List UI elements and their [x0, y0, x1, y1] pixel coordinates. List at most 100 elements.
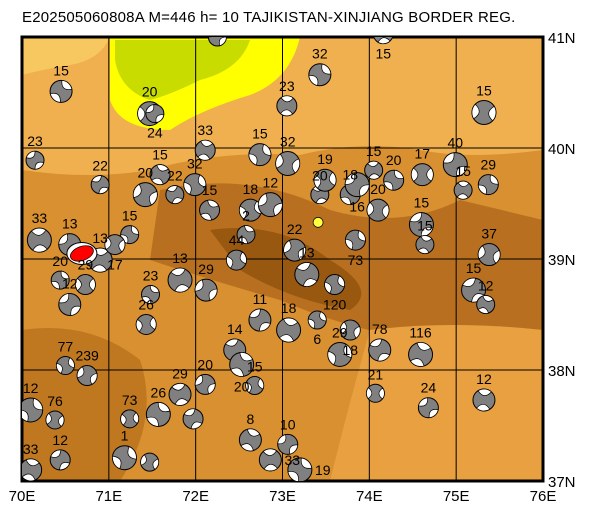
- focal-mechanism[interactable]: [373, 24, 394, 45]
- mechanism-label: 6: [313, 331, 321, 347]
- focal-mechanism[interactable]: [442, 152, 468, 178]
- focal-mechanism[interactable]: [55, 356, 75, 376]
- focal-mechanism[interactable]: [236, 225, 256, 245]
- focal-mechanism[interactable]: [49, 449, 71, 471]
- focal-mechanism[interactable]: [408, 341, 434, 367]
- mechanism-label: 33: [197, 122, 213, 138]
- focal-mechanism[interactable]: [344, 229, 366, 251]
- mechanism-label: 12: [476, 371, 492, 387]
- focal-mechanism[interactable]: [365, 383, 385, 403]
- focal-mechanism[interactable]: [366, 198, 390, 222]
- focal-mechanism[interactable]: [104, 234, 126, 256]
- mechanism-label: 15: [366, 143, 382, 159]
- terrain-peak: [210, 228, 362, 310]
- focal-mechanism[interactable]: [294, 262, 320, 288]
- mechanism-label: 15: [414, 195, 430, 211]
- focal-mechanism[interactable]: [410, 163, 434, 187]
- focal-mechanism[interactable]: [417, 397, 439, 419]
- mechanism-label: 33: [32, 210, 48, 226]
- focal-mechanism[interactable]: [283, 238, 307, 262]
- focal-mechanism[interactable]: [132, 182, 158, 208]
- focal-mechanism[interactable]: [120, 225, 140, 245]
- focal-mechanism[interactable]: [207, 28, 227, 47]
- main-event-mechanism[interactable]: [66, 241, 98, 265]
- lon-label: 76E: [530, 488, 557, 505]
- focal-mechanism[interactable]: [472, 388, 496, 412]
- focal-mechanism[interactable]: [339, 319, 361, 341]
- focal-mechanism[interactable]: [76, 365, 98, 387]
- focal-mechanism[interactable]: [238, 428, 262, 452]
- focal-mechanism[interactable]: [477, 243, 501, 267]
- focal-mechanism[interactable]: [165, 185, 185, 205]
- focal-mechanism[interactable]: [245, 376, 265, 396]
- focal-mechanism[interactable]: [182, 408, 204, 430]
- mechanism-label: 22: [92, 158, 108, 174]
- mechanism-label: 73: [122, 392, 138, 408]
- focal-mechanism[interactable]: [140, 452, 160, 472]
- focal-mechanism[interactable]: [45, 410, 65, 430]
- focal-mechanism[interactable]: [276, 317, 302, 343]
- focal-mechanism[interactable]: [327, 341, 353, 367]
- focal-mechanism[interactable]: [344, 172, 370, 198]
- focal-mechanism[interactable]: [90, 175, 110, 195]
- focal-mechanism[interactable]: [145, 104, 165, 124]
- focal-mechanism[interactable]: [383, 169, 405, 191]
- mechanism-label: 17: [107, 257, 123, 273]
- focal-mechanism[interactable]: [194, 139, 216, 161]
- focal-mechanism[interactable]: [149, 164, 171, 186]
- mechanism-label: 40: [448, 135, 464, 151]
- focal-mechanism[interactable]: [167, 267, 193, 293]
- mechanism-label: 2: [242, 208, 250, 224]
- focal-mechanism[interactable]: [199, 199, 221, 221]
- mechanism-label: 13: [299, 245, 315, 261]
- mechanism-label: 33: [284, 452, 300, 468]
- focal-mechanism[interactable]: [324, 274, 346, 296]
- focal-mechanism[interactable]: [364, 160, 384, 180]
- focal-mechanism[interactable]: [368, 338, 392, 362]
- focal-mechanism[interactable]: [277, 433, 299, 455]
- focal-mechanism[interactable]: [476, 295, 496, 315]
- focal-mechanism[interactable]: [50, 270, 70, 290]
- focal-mechanism[interactable]: [26, 227, 52, 253]
- lon-label: 71E: [95, 488, 122, 505]
- focal-mechanism[interactable]: [257, 192, 283, 218]
- focal-mechanism[interactable]: [308, 63, 332, 87]
- focal-mechanism[interactable]: [248, 308, 272, 332]
- focal-mechanism[interactable]: [135, 313, 157, 335]
- focal-mechanism[interactable]: [20, 458, 43, 481]
- focal-mechanism[interactable]: [276, 95, 298, 117]
- focal-mechanism[interactable]: [408, 212, 434, 238]
- focal-mechanism[interactable]: [120, 409, 140, 429]
- focal-mechanism[interactable]: [307, 310, 327, 330]
- focal-mechanism[interactable]: [229, 351, 255, 377]
- focal-mechanism[interactable]: [19, 397, 44, 423]
- focal-mechanism[interactable]: [453, 180, 473, 200]
- focal-mechanism[interactable]: [248, 143, 272, 167]
- focal-mechanism[interactable]: [183, 173, 207, 197]
- focal-mechanism[interactable]: [58, 293, 82, 317]
- focal-mechanism[interactable]: [477, 174, 499, 196]
- focal-mechanism[interactable]: [461, 277, 487, 303]
- focal-mechanism[interactable]: [471, 99, 497, 125]
- focal-mechanism[interactable]: [194, 373, 216, 395]
- focal-mechanism[interactable]: [225, 249, 247, 271]
- focal-mechanism[interactable]: [238, 198, 262, 222]
- mechanism-label: 15: [417, 218, 433, 234]
- focal-mechanism[interactable]: [74, 274, 96, 296]
- focal-mechanism[interactable]: [25, 150, 45, 170]
- focal-mechanism[interactable]: [258, 448, 282, 472]
- focal-mechanism[interactable]: [275, 151, 301, 177]
- lon-label: 72E: [182, 488, 209, 505]
- focal-mechanism[interactable]: [141, 285, 161, 305]
- focal-mechanism[interactable]: [415, 235, 435, 255]
- mechanism-label: 20: [234, 378, 250, 394]
- focal-mechanism[interactable]: [111, 445, 137, 471]
- focal-mechanism[interactable]: [194, 278, 218, 302]
- focal-mechanism[interactable]: [313, 168, 337, 192]
- focal-mechanism[interactable]: [168, 382, 192, 406]
- mechanism-label: 12: [62, 276, 78, 292]
- focal-mechanism[interactable]: [287, 457, 313, 482]
- focal-mechanism[interactable]: [145, 401, 171, 427]
- focal-mechanism[interactable]: [49, 79, 73, 103]
- mechanism-label: 77: [58, 339, 74, 355]
